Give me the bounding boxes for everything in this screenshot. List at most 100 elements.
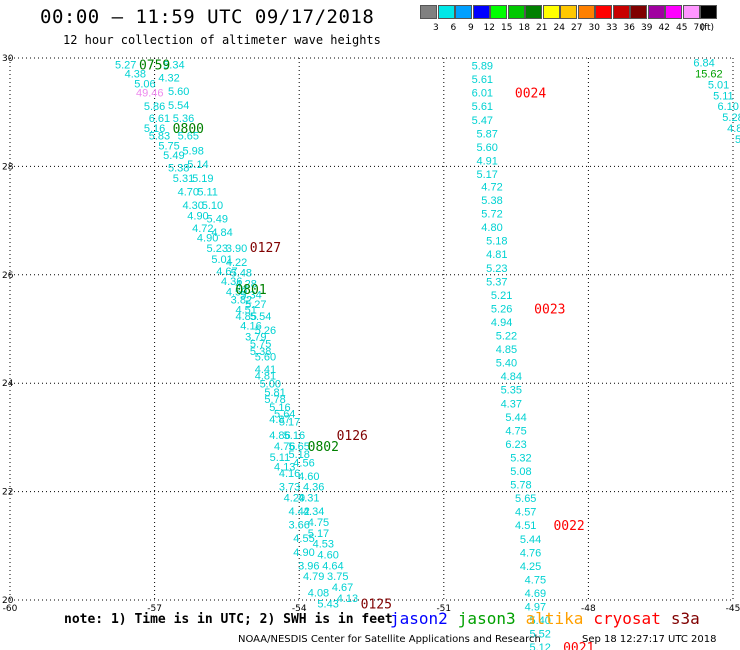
wave-height-value: 3.73: [279, 482, 300, 494]
wave-height-value: 5.37: [486, 276, 507, 288]
wave-height-value: 5.06: [134, 78, 155, 90]
x-tick-label: -48: [581, 604, 596, 614]
wave-height-value: 5.31: [173, 173, 194, 185]
legend-swatch-label: 39: [641, 23, 653, 33]
legend-swatch-label: 70: [693, 23, 705, 33]
wave-height-value: 4.84: [211, 227, 232, 239]
wave-height-value: 4.91: [476, 155, 497, 167]
wave-height-value: 5.01: [211, 254, 232, 266]
satellite-jason3: jason3: [457, 609, 516, 628]
time-label: 0802: [308, 440, 339, 455]
wave-height-value: 15.62: [695, 69, 723, 81]
wave-height-value: 5.00: [260, 379, 281, 391]
wave-height-value: 5.11: [270, 452, 291, 464]
y-tick-label: 22: [2, 488, 13, 498]
wave-height-value: 4.30: [182, 200, 203, 212]
wave-height-value: 5.34: [163, 60, 184, 72]
x-tick-label: -60: [3, 604, 18, 614]
legend-swatch: [647, 5, 665, 19]
wave-height-value: 5.11: [713, 90, 734, 102]
wave-height-value: 6.01: [472, 88, 493, 100]
wave-height-value: 4.51: [515, 520, 536, 532]
wave-height-value: 5.61: [472, 101, 493, 113]
wave-height-value: 4.85: [235, 311, 256, 323]
wave-height-value: 5.61: [472, 74, 493, 86]
wave-height-value: 4.90: [197, 232, 218, 244]
time-label: 0759: [139, 59, 170, 74]
wave-height-value: 4.86: [269, 430, 290, 442]
wave-height-value: 4.36: [303, 482, 324, 494]
y-tick-label: 30: [2, 54, 14, 64]
wave-height-value: 5.17: [476, 169, 497, 181]
time-label: 0801: [235, 283, 266, 298]
wave-height-value: 4.75: [505, 425, 526, 437]
wave-height-value: 4.31: [298, 493, 319, 505]
wave-height-value: 5.18: [486, 236, 507, 248]
wave-height-value: 5.16: [144, 123, 165, 135]
wave-height-value: 4.32: [158, 73, 179, 85]
wave-height-value: 5.23: [486, 263, 507, 275]
legend-swatch-label: 12: [483, 23, 495, 33]
wave-height-value: 3.66: [288, 520, 309, 532]
wave-height-value: 4.87: [269, 414, 290, 426]
wave-height-value: 5.54: [168, 100, 189, 112]
legend-swatch-label: 36: [623, 23, 635, 33]
legend-swatch-label: 21: [536, 23, 548, 33]
wave-height-value: 5.16: [269, 402, 290, 414]
color-legend: 3 6 9 12 15 18 21 24 27 30 33 36 39 42 45 70 (ft): [420, 5, 730, 37]
wave-height-value: 4.53: [313, 539, 334, 551]
wave-height-value: 5.12: [529, 642, 550, 650]
time-label: 0800: [173, 122, 204, 137]
wave-height-value: 5.49: [163, 150, 184, 162]
wave-height-value: 5.65: [178, 131, 199, 143]
page-title: 00:00 – 11:59 UTC 09/17/2018: [40, 6, 375, 28]
wave-height-value: 5.01: [708, 80, 729, 92]
x-tick-label: -51: [436, 604, 451, 614]
wave-height-value: 4.69: [525, 588, 546, 600]
wave-height-value: 5.38: [250, 346, 271, 358]
wave-height-value: 4.60: [317, 549, 338, 561]
wave-height-value: 5.64: [274, 409, 295, 421]
satellite-legend: jason2 jason3 altika cryosat s3a: [390, 609, 710, 628]
wave-height-value: 4.72: [481, 181, 502, 193]
wave-height-value: 4.59: [226, 287, 247, 299]
time-label: 0024: [515, 87, 546, 102]
x-tick-label: -54: [292, 604, 307, 614]
legend-swatch-label: 30: [588, 23, 600, 33]
wave-height-value: 4.28: [235, 278, 256, 290]
y-tick-label: 20: [2, 596, 14, 606]
wave-height-value: 4.70: [178, 186, 199, 198]
wave-height-value: 4.25: [520, 561, 541, 573]
wave-height-value: 4.16: [279, 468, 300, 480]
wave-height-value: 4.75: [308, 517, 329, 529]
legend-swatch: [525, 5, 542, 19]
wave-height-value: 4.29: [284, 493, 305, 505]
wave-height-value: 4.85: [727, 123, 740, 135]
wave-height-value: 6.23: [505, 439, 526, 451]
wave-height-value: 4.34: [303, 506, 324, 518]
wave-height-value: 5.86: [144, 101, 165, 113]
wave-height-value: 4.22: [226, 257, 247, 269]
wave-height-value: 5.38: [481, 195, 502, 207]
wave-height-value: 4.56: [293, 457, 314, 469]
wave-height-value: 5.72: [481, 209, 502, 221]
wave-height-value: 5.27: [115, 60, 136, 72]
wave-height-value: 4.55: [293, 533, 314, 545]
wave-height-value: 5.60: [168, 86, 189, 98]
wave-height-value: 5.14: [187, 159, 208, 171]
legend-swatch-label: 42: [658, 23, 670, 33]
wave-height-value: 4.60: [298, 471, 319, 483]
wave-height-value: 4.13: [337, 593, 358, 605]
legend-swatch: [455, 5, 472, 19]
page-subtitle: 12 hour collection of altimeter wave hei…: [63, 33, 381, 47]
wave-height-value: 49.46: [136, 88, 164, 100]
wave-height-value: 5.44: [505, 412, 526, 424]
wave-height-value: 5.65: [288, 441, 309, 453]
wave-height-value: 4.72: [192, 223, 213, 235]
footer-note: note: 1) Time is in UTC; 2) SWH is in fe…: [64, 612, 393, 627]
wave-height-value: 3.82: [231, 295, 252, 307]
wave-height-value: 4.16: [240, 321, 261, 333]
legend-swatch-label: 15: [501, 23, 513, 33]
wave-height-value: 4.76: [274, 441, 295, 453]
